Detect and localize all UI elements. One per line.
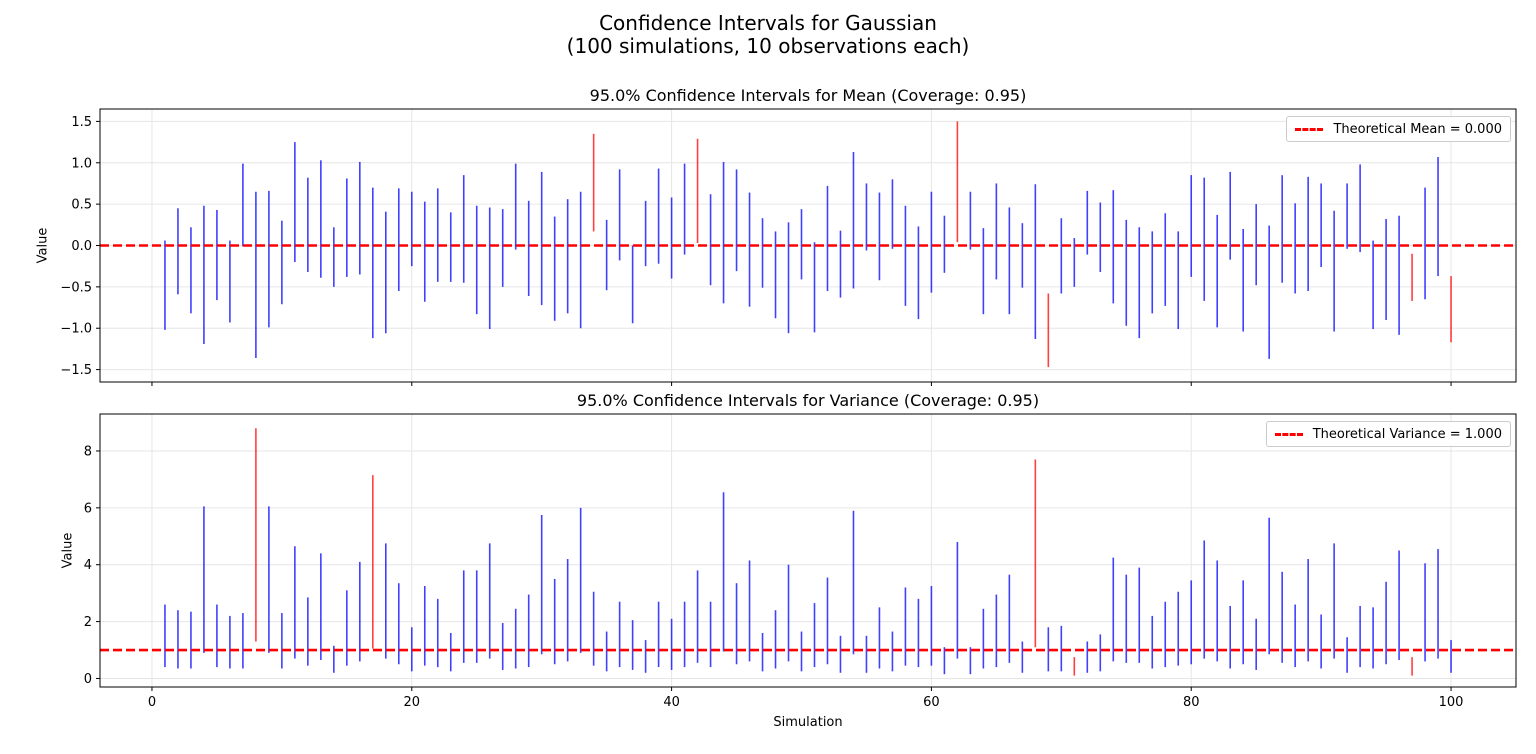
mean-ytick-label: −1.0 (60, 322, 92, 337)
mean-ytick-label: 0.0 (71, 239, 92, 254)
mean-chart-title: 95.0% Confidence Intervals for Mean (Cov… (589, 86, 1027, 105)
mean-ytick-label: 1.0 (71, 156, 92, 171)
variance-xtick-label: 100 (1439, 695, 1464, 710)
variance-axes-frame (99, 413, 1517, 688)
variance-xtick-label: 40 (663, 695, 680, 710)
mean-ytick-label: 0.5 (71, 198, 92, 213)
variance-ytick-label: 0 (84, 672, 92, 687)
variance-ytick-label: 4 (84, 558, 92, 573)
mean-ytick-label: −1.5 (60, 363, 92, 378)
variance-ytick-label: 8 (84, 444, 92, 459)
mean-ytick-label: −0.5 (60, 280, 92, 295)
variance-ytick-label: 6 (84, 501, 92, 516)
variance-xtick-label: 0 (148, 695, 156, 710)
legend-dashed-line-icon (1274, 432, 1303, 436)
variance-chart-xlabel: Simulation (773, 715, 843, 730)
variance-chart-title: 95.0% Confidence Intervals for Variance … (576, 391, 1040, 410)
variance-ytick-label: 2 (84, 615, 92, 630)
variance-xtick-label: 20 (404, 695, 421, 710)
variance-xtick-label: 60 (923, 695, 940, 710)
figure-title-line2: (100 simulations, 10 observations each) (566, 34, 970, 58)
variance-chart-legend: Theoretical Variance = 1.000 (1265, 421, 1511, 447)
variance-xtick-label: 80 (1183, 695, 1200, 710)
variance-chart-ylabel: Value (60, 532, 76, 569)
mean-chart-legend: Theoretical Mean = 0.000 (1286, 116, 1511, 142)
mean-ytick-label: 1.5 (71, 115, 92, 130)
legend-dashed-line-icon (1295, 127, 1324, 131)
mean-chart-group: −1.5 −1.0 −0.5 0.0 0.5 1.0 1.5 (60, 108, 1517, 386)
figure-title-line1: Confidence Intervals for Gaussian (599, 11, 937, 35)
mean-legend-label: Theoretical Mean = 0.000 (1333, 121, 1502, 137)
variance-legend-label: Theoretical Variance = 1.000 (1312, 426, 1502, 442)
